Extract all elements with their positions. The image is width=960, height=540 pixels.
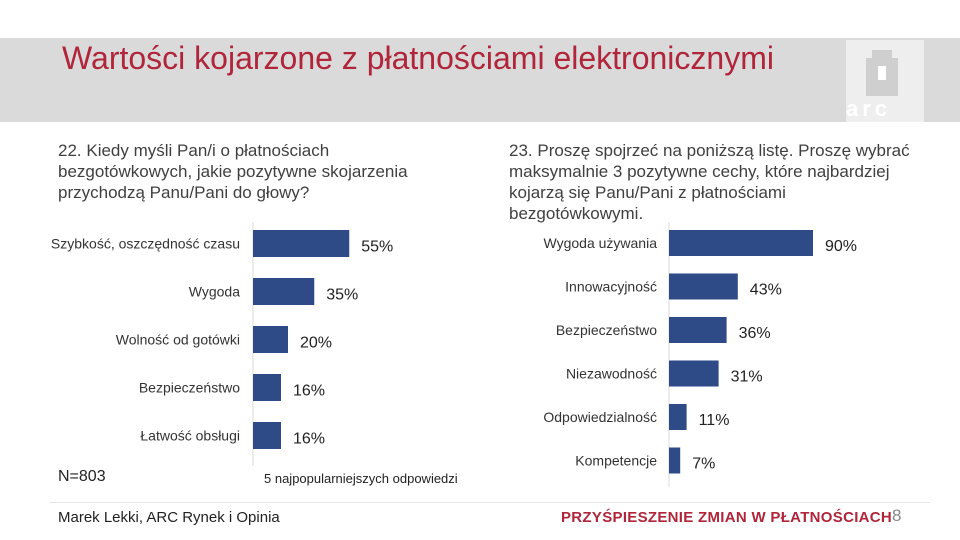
footer-author: Marek Lekki, ARC Rynek i Opinia [58, 509, 280, 526]
value-label: 16% [293, 431, 325, 448]
category-label: Szybkość, oszczędność czasu [51, 236, 240, 252]
value-label: 90% [825, 238, 857, 255]
arc-logo [846, 40, 924, 132]
page-number: 8 [892, 506, 902, 525]
bar [669, 447, 681, 474]
bar [669, 230, 813, 256]
slide-title: Wartości kojarzone z płatnościami elektr… [62, 40, 774, 76]
value-label: 43% [750, 282, 782, 299]
category-label: Bezpieczeństwo [139, 380, 240, 396]
bar [253, 422, 281, 449]
value-label: 31% [731, 369, 763, 386]
category-label: Niezawodność [566, 366, 657, 382]
footer-divider [50, 502, 930, 503]
value-label: 55% [361, 239, 393, 256]
category-label: Wolność od gotówki [116, 332, 240, 348]
value-label: 20% [300, 335, 332, 352]
chart-right: Wygoda używania 90% Innowacyjność 43% Bezpie… [543, 222, 857, 487]
question-right: 23. Proszę spojrzeć na poniższą listę. P… [509, 141, 910, 223]
chart-note: 5 najpopularniejszych odpowiedzi [264, 471, 458, 486]
header-band [0, 38, 960, 122]
footer-slogan: PRZYŚPIESZENIE ZMIAN W PŁATNOŚCIACH [561, 509, 893, 526]
bar [669, 404, 687, 430]
bar [253, 230, 350, 257]
bar [253, 374, 281, 401]
category-label: Kompetencje [575, 453, 657, 469]
category-label: Wygoda [189, 284, 240, 300]
value-label: 16% [293, 383, 325, 400]
sample-size: N=803 [58, 468, 106, 485]
bar [669, 273, 738, 300]
bar [669, 360, 719, 387]
chart-left: Szybkość, oszczędność czasu 55% Wygoda 35% W… [51, 222, 393, 466]
category-label: Innowacyjność [565, 279, 657, 295]
category-label: Łatwość obsługi [140, 428, 240, 444]
logo-text: arc [846, 96, 892, 121]
category-label: Wygoda używania [544, 235, 658, 251]
value-label: 36% [739, 325, 771, 342]
value-label: 35% [326, 287, 358, 304]
category-label: Odpowiedzialność [543, 409, 657, 425]
question-left: 22. Kiedy myśli Pan/i o płatnościach bez… [58, 141, 408, 202]
category-label: Bezpieczeństwo [556, 322, 657, 338]
bar [669, 317, 727, 343]
value-label: 11% [699, 412, 730, 429]
bar [253, 326, 288, 353]
bar [253, 278, 315, 305]
value-label: 7% [692, 456, 715, 473]
